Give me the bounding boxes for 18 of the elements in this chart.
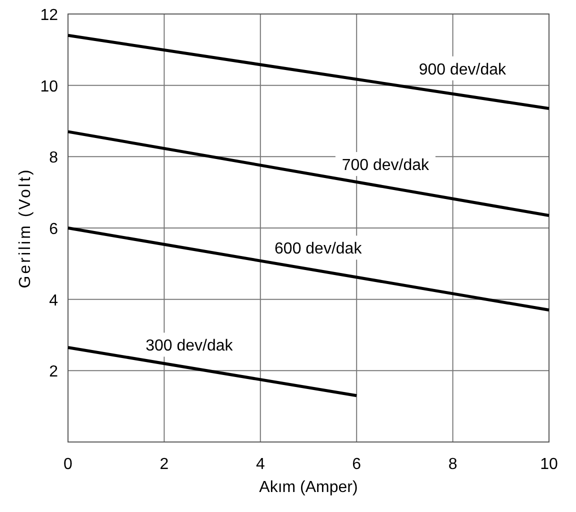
series-label: 700 dev/dak <box>342 157 430 174</box>
x-tick-label: 6 <box>352 456 362 473</box>
series-label: 300 dev/dak <box>146 338 234 355</box>
y-tick-label: 8 <box>49 150 58 167</box>
y-tick-label: 2 <box>49 364 58 381</box>
x-tick-label: 10 <box>540 456 558 473</box>
y-tick-label: 6 <box>49 221 58 238</box>
y-tick-label: 10 <box>40 78 58 96</box>
y-axis-title: Gerilim (Volt) <box>17 168 34 288</box>
x-tick-label: 0 <box>64 456 73 473</box>
x-tick-label: 2 <box>160 456 169 473</box>
x-axis-title: Akım (Amper) <box>259 479 358 496</box>
series-label: 900 dev/dak <box>418 61 508 78</box>
x-tick-label: 8 <box>448 456 458 473</box>
x-tick-label: 4 <box>256 456 265 473</box>
series-label: 600 dev/dak <box>274 240 363 258</box>
y-tick-label: 4 <box>49 292 58 310</box>
y-tick-label: 12 <box>40 7 58 24</box>
